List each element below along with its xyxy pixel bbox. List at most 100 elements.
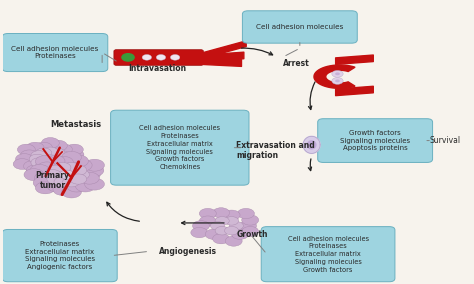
Circle shape	[242, 215, 259, 225]
Text: Survival: Survival	[429, 136, 460, 145]
Text: Growth: Growth	[236, 230, 268, 239]
FancyBboxPatch shape	[110, 110, 249, 185]
Circle shape	[210, 222, 225, 230]
Circle shape	[332, 78, 343, 84]
FancyBboxPatch shape	[114, 50, 203, 65]
FancyBboxPatch shape	[318, 119, 433, 162]
Circle shape	[192, 221, 210, 231]
Circle shape	[45, 155, 65, 167]
Circle shape	[84, 164, 104, 176]
Circle shape	[59, 167, 77, 178]
Circle shape	[34, 172, 54, 184]
Circle shape	[225, 226, 238, 235]
Circle shape	[54, 151, 70, 160]
Circle shape	[64, 154, 82, 164]
Circle shape	[142, 55, 152, 60]
Circle shape	[67, 180, 86, 192]
Circle shape	[47, 165, 64, 175]
Circle shape	[70, 174, 87, 184]
Circle shape	[31, 151, 47, 160]
Circle shape	[213, 234, 229, 244]
Circle shape	[49, 167, 67, 178]
Circle shape	[62, 186, 82, 198]
Circle shape	[36, 160, 52, 170]
Circle shape	[16, 154, 33, 164]
Circle shape	[41, 166, 59, 176]
FancyBboxPatch shape	[2, 34, 108, 72]
Text: Metastasis: Metastasis	[51, 120, 102, 130]
Circle shape	[24, 169, 44, 181]
Circle shape	[73, 170, 90, 180]
Circle shape	[170, 55, 180, 60]
Circle shape	[54, 156, 73, 168]
Circle shape	[54, 177, 71, 187]
Polygon shape	[314, 65, 355, 88]
Circle shape	[229, 222, 243, 230]
Text: Cell adhesion molecules
Proteinases: Cell adhesion molecules Proteinases	[11, 46, 99, 59]
FancyBboxPatch shape	[261, 227, 395, 282]
Circle shape	[239, 221, 256, 231]
Circle shape	[81, 169, 100, 181]
Text: Primary
tumor: Primary tumor	[36, 171, 70, 190]
Circle shape	[199, 216, 216, 226]
Circle shape	[69, 155, 89, 167]
Circle shape	[63, 162, 80, 173]
Circle shape	[36, 155, 55, 167]
Circle shape	[54, 158, 70, 168]
Circle shape	[31, 158, 47, 168]
Circle shape	[75, 180, 95, 192]
Circle shape	[62, 151, 82, 163]
FancyBboxPatch shape	[242, 11, 357, 43]
Circle shape	[42, 147, 58, 157]
Circle shape	[53, 183, 73, 195]
Circle shape	[33, 177, 53, 189]
Circle shape	[70, 165, 87, 175]
Circle shape	[32, 169, 50, 180]
Circle shape	[43, 155, 57, 163]
Circle shape	[26, 142, 44, 153]
Circle shape	[29, 154, 45, 164]
FancyBboxPatch shape	[2, 229, 117, 282]
Circle shape	[44, 170, 61, 180]
Circle shape	[37, 162, 57, 174]
Circle shape	[63, 177, 80, 187]
Text: Intravasation: Intravasation	[128, 64, 186, 73]
Circle shape	[215, 217, 229, 225]
Circle shape	[55, 144, 73, 155]
Polygon shape	[303, 136, 320, 153]
Circle shape	[59, 170, 74, 179]
Circle shape	[80, 172, 99, 184]
Text: Cell adhesion molecules
Proteinases
Extracellular matrix
Signaling molecules
Gro: Cell adhesion molecules Proteinases Extr…	[139, 125, 220, 170]
Circle shape	[26, 165, 44, 176]
Circle shape	[237, 208, 255, 219]
Circle shape	[191, 227, 208, 238]
Circle shape	[42, 161, 58, 171]
Text: Extravasation and
migration: Extravasation and migration	[236, 141, 315, 160]
Circle shape	[232, 229, 248, 239]
Circle shape	[24, 161, 41, 172]
Circle shape	[65, 144, 83, 155]
Circle shape	[215, 226, 229, 235]
Circle shape	[36, 148, 52, 158]
Circle shape	[225, 217, 238, 225]
Circle shape	[223, 210, 240, 220]
Circle shape	[49, 148, 65, 158]
Text: Angiogenesis: Angiogenesis	[159, 247, 217, 256]
Circle shape	[49, 160, 65, 170]
Circle shape	[122, 54, 134, 61]
Circle shape	[47, 174, 64, 184]
Circle shape	[47, 180, 67, 192]
Text: Arrest: Arrest	[283, 59, 310, 68]
Circle shape	[332, 70, 343, 77]
Circle shape	[85, 159, 104, 171]
Circle shape	[36, 182, 55, 194]
Text: Cell adhesion molecules
Proteinases
Extracellular matrix
Signaling molecules
Gro: Cell adhesion molecules Proteinases Extr…	[288, 236, 369, 273]
Circle shape	[18, 144, 35, 155]
Circle shape	[66, 149, 84, 160]
Polygon shape	[307, 141, 316, 149]
Circle shape	[41, 137, 59, 148]
Circle shape	[156, 55, 166, 60]
Circle shape	[335, 80, 340, 82]
Text: Cell adhesion molecules: Cell adhesion molecules	[256, 24, 344, 30]
Circle shape	[49, 140, 67, 151]
